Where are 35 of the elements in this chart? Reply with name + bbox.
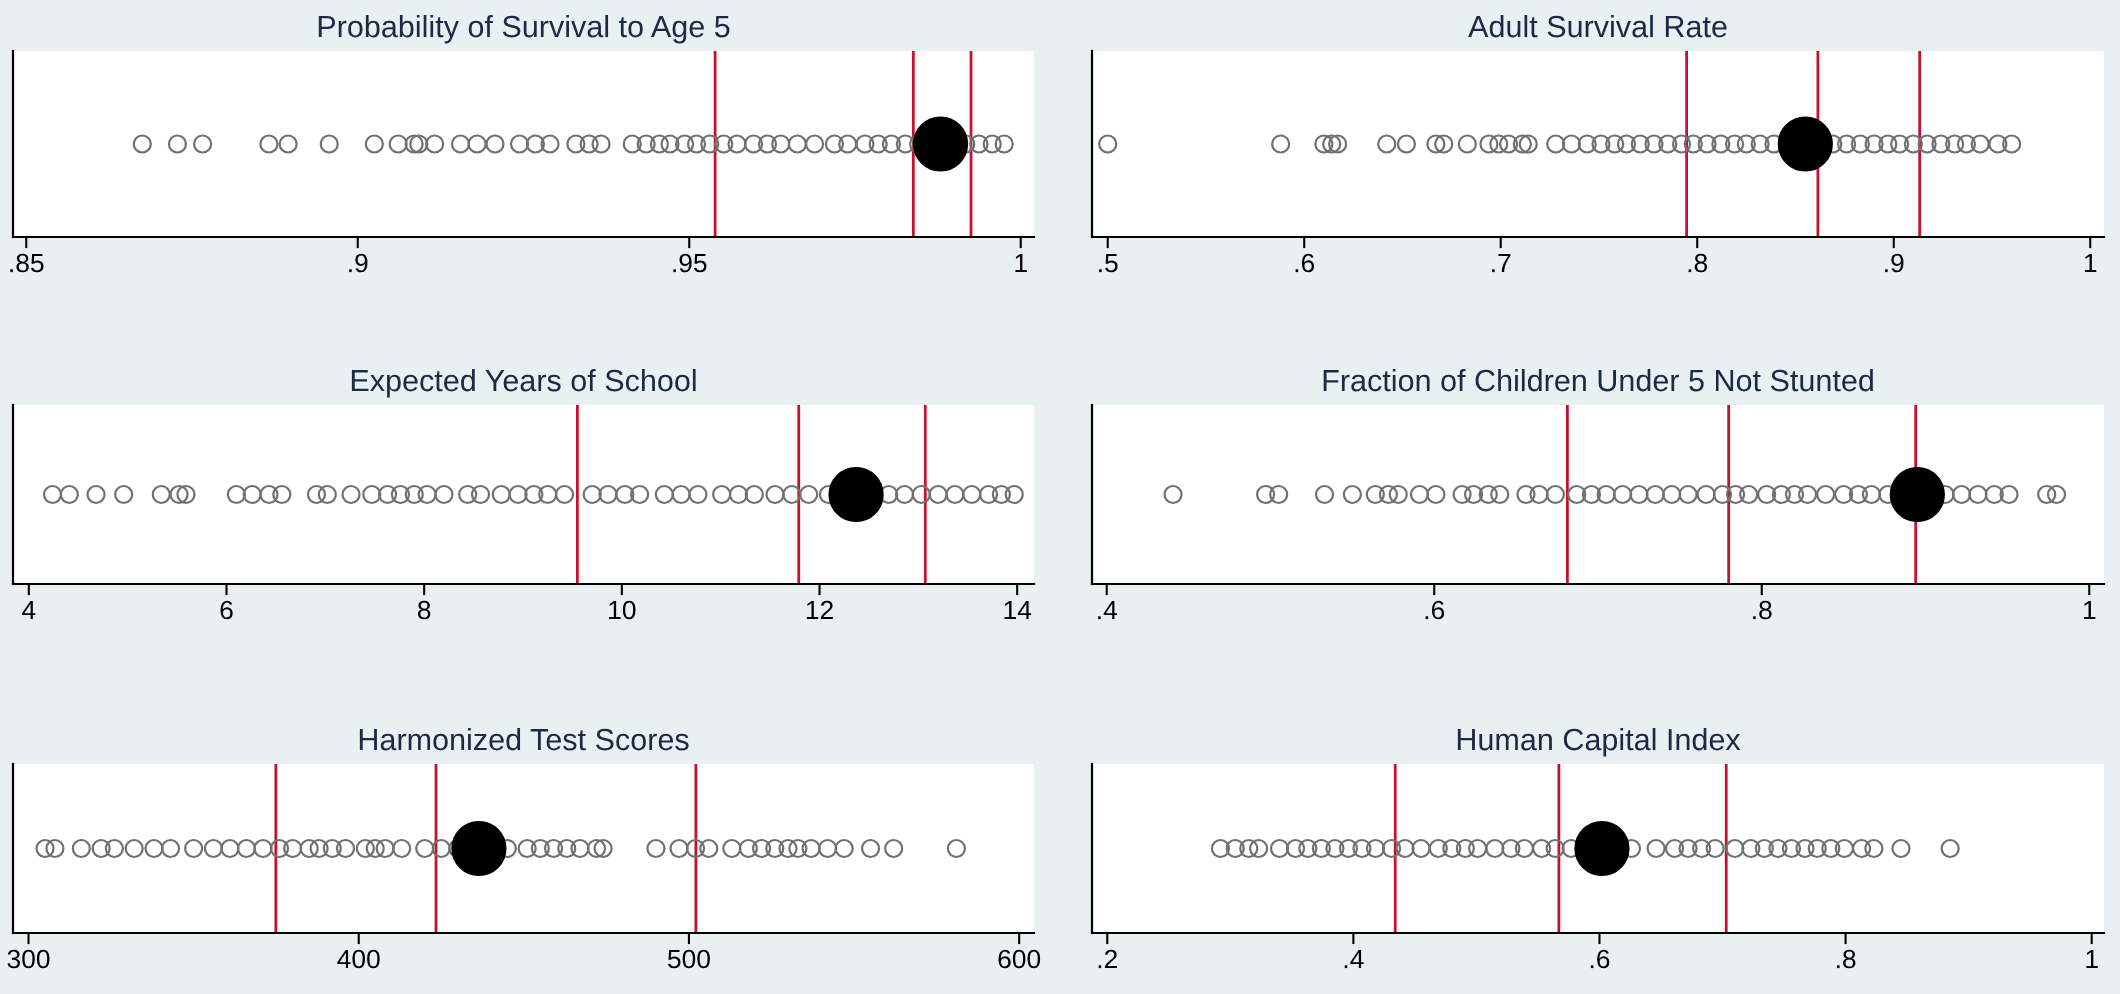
x-tick-label: .9 — [349, 253, 368, 273]
x-tick-label: 1 — [2084, 253, 2097, 273]
x-tick-label: .8 — [1753, 600, 1772, 620]
chart-title: Fraction of Children Under 5 Not Stunted — [1323, 368, 1873, 392]
x-tick-label: 6 — [220, 600, 233, 620]
x-tick-label: 600 — [998, 949, 1041, 969]
x-tick-label: .9 — [1885, 253, 1904, 273]
x-tick-label: 4 — [22, 600, 36, 620]
x-tick-label: 500 — [667, 949, 710, 969]
x-tick-label: .5 — [1099, 253, 1118, 273]
x-tick-label: 14 — [1004, 600, 1032, 620]
x-tick-label: .2 — [1098, 949, 1117, 969]
x-tick-label: .95 — [673, 253, 707, 273]
chart-title: Probability of Survival to Age 5 — [318, 14, 730, 44]
x-tick-label: .7 — [1492, 253, 1511, 273]
x-tick-label: .6 — [1295, 253, 1315, 273]
x-tick-label: 8 — [417, 600, 431, 620]
x-tick-label: 1 — [2086, 949, 2098, 969]
x-tick-label: 400 — [337, 949, 380, 969]
chart-title: Harmonized Test Scores — [359, 727, 689, 751]
chart-title: Expected Years of School — [351, 368, 696, 398]
x-tick-label: .4 — [1098, 600, 1117, 620]
x-tick-label: 300 — [7, 949, 50, 969]
chart-title: Adult Survival Rate — [1468, 14, 1727, 38]
x-tick-label: .4 — [1344, 949, 1364, 969]
x-tick-label: 1 — [2083, 600, 2096, 620]
x-tick-label: 12 — [806, 600, 833, 620]
chart-title: Human Capital Index — [1457, 727, 1741, 757]
x-tick-label: 1 — [1015, 253, 1027, 273]
x-tick-label: .8 — [1836, 949, 1856, 969]
x-tick-label: .85 — [10, 253, 44, 273]
x-tick-label: 10 — [609, 600, 636, 620]
x-tick-label: .6 — [1425, 600, 1445, 620]
x-tick-label: .8 — [1688, 253, 1708, 273]
x-tick-label: .6 — [1590, 949, 1610, 969]
